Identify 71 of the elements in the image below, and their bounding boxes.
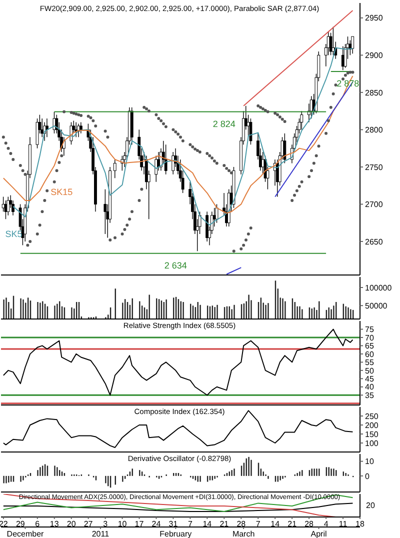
x-tick-label: 17 xyxy=(134,520,144,529)
series-label: SK15 xyxy=(50,186,73,197)
x-tick-label: 28 xyxy=(304,520,314,529)
y-tick-label: 50 xyxy=(365,366,374,376)
x2-tick-label: February xyxy=(160,530,192,538)
y-tick-label: 250 xyxy=(365,412,379,421)
x2-tick-label: March xyxy=(232,530,255,538)
y-tick-label: 2900 xyxy=(365,51,384,60)
candlestick xyxy=(46,118,48,138)
text: 20 xyxy=(366,500,375,510)
candlestick xyxy=(164,144,168,175)
candlestick xyxy=(332,26,335,56)
x-tick-label: 18 xyxy=(356,520,365,529)
x2-tick-label: April xyxy=(310,530,327,538)
candlestick xyxy=(310,96,313,119)
y-tick-label: 2750 xyxy=(365,162,384,172)
y-tick-label: 40 xyxy=(365,382,374,392)
candlestick xyxy=(104,188,107,234)
y-tick-label: 55 xyxy=(365,358,374,368)
annotation: 2 824 xyxy=(212,118,236,129)
y-tick-label: 60 xyxy=(365,350,374,359)
candlestick xyxy=(6,196,10,216)
x-tick-label: 21 xyxy=(288,520,298,529)
y-tick-label: 2700 xyxy=(365,200,384,210)
x-tick-label: 13 xyxy=(50,520,60,529)
x-tick-label: 28 xyxy=(236,520,246,529)
x-tick-label: 20 xyxy=(66,520,76,529)
x-tick-label: 29 xyxy=(16,520,26,529)
y-tick-label: 0 xyxy=(365,472,370,481)
y-tick-label: 2650 xyxy=(365,237,384,246)
y-tick-label: 50000 xyxy=(365,301,388,310)
x-tick-label: 24 xyxy=(152,520,162,529)
candlestick xyxy=(249,118,252,145)
candlestick xyxy=(36,118,39,149)
x-tick-label: 7 xyxy=(188,520,193,529)
x-tick-label: 7 xyxy=(256,520,261,529)
x-tick-label: 31 xyxy=(168,520,178,529)
x-tick-label: 27 xyxy=(84,520,94,529)
y-tick-label: 65 xyxy=(365,342,374,351)
x-tick-label: 21 xyxy=(220,520,230,529)
x-tick-label: 14 xyxy=(202,520,212,529)
x-tick-label: 10 xyxy=(118,520,128,529)
x-tick-label: 14 xyxy=(270,520,280,529)
y-tick-label: 100 xyxy=(365,438,379,448)
y-tick-label: 75 xyxy=(365,325,374,334)
y-tick-label: 2950 xyxy=(365,14,384,23)
candlestick xyxy=(215,204,218,224)
line-series xyxy=(2,328,354,396)
x2-tick-label: December xyxy=(6,530,44,538)
y-tick-label: 200 xyxy=(365,420,379,430)
y-tick-label: 35 xyxy=(365,390,374,400)
x-tick-label: 3 xyxy=(103,520,108,529)
x-tick-label: 6 xyxy=(35,520,40,529)
annotation: 2 634 xyxy=(164,260,187,270)
y-tick-label: 45 xyxy=(365,374,374,384)
y-tick-label: 150 xyxy=(365,430,379,439)
x-tick-label: 11 xyxy=(338,520,348,529)
candlestick xyxy=(351,36,354,54)
y-tick-label: 2850 xyxy=(365,88,384,98)
line-series xyxy=(2,410,354,448)
y-tick-label: 10 xyxy=(365,457,374,466)
y-tick-label: 2800 xyxy=(365,126,384,135)
y-tick-label: 100000 xyxy=(365,283,392,292)
x2-tick-label: 2011 xyxy=(92,530,110,538)
candlestick xyxy=(79,122,82,134)
candlestick xyxy=(113,159,116,178)
y-tick-label: 70 xyxy=(365,333,374,342)
candlestick xyxy=(300,110,304,130)
x-tick-label: 4 xyxy=(324,520,329,529)
candlestick xyxy=(206,211,209,242)
candlestick xyxy=(261,152,264,175)
